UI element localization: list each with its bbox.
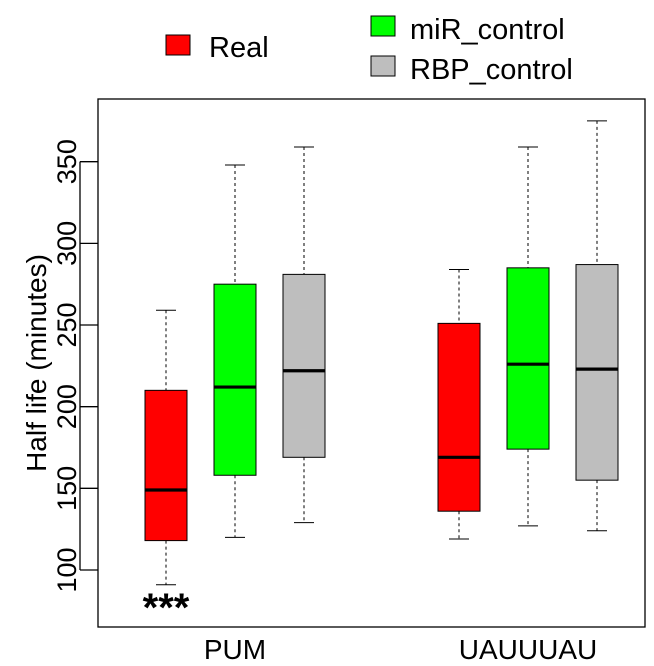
legend-swatch (370, 55, 396, 77)
y-tick-label: 350 (52, 139, 82, 184)
box-miR_control-2 (506, 146, 550, 527)
y-tick-label: 100 (52, 547, 82, 592)
box-Real-1 (144, 309, 188, 586)
x-group-label: UAUUUAU (459, 634, 597, 665)
x-axis: PUM *** UAUUUAU (143, 586, 598, 665)
legend-swatch (370, 15, 396, 37)
box-iqr (437, 322, 481, 512)
legend-swatch (165, 34, 191, 56)
box-miR_control-1 (213, 164, 257, 538)
significance-annotation: *** (143, 586, 190, 630)
box-iqr (575, 264, 619, 481)
box-iqr (213, 283, 257, 476)
box-RBP_control-2 (575, 120, 619, 532)
legend-label: RBP_control (410, 54, 573, 86)
box-iqr (144, 389, 188, 542)
plot-frame (97, 98, 646, 628)
box-Real-2 (437, 268, 481, 540)
legend: Real miR_control RBP_control (165, 14, 573, 86)
legend-label: miR_control (410, 14, 565, 46)
y-tick-label: 300 (52, 221, 82, 266)
boxes (144, 120, 619, 586)
y-tick-label: 150 (52, 466, 82, 511)
y-axis: 100 150 200 250 300 350 (52, 139, 98, 593)
y-tick-label: 250 (52, 302, 82, 347)
x-group-label: PUM (204, 634, 266, 665)
y-axis-title: Half life (minutes) (21, 254, 52, 472)
y-tick-label: 200 (52, 384, 82, 429)
legend-label: Real (209, 32, 269, 64)
box-iqr (282, 273, 326, 458)
box-RBP_control-1 (282, 146, 326, 524)
box-iqr (506, 267, 550, 450)
